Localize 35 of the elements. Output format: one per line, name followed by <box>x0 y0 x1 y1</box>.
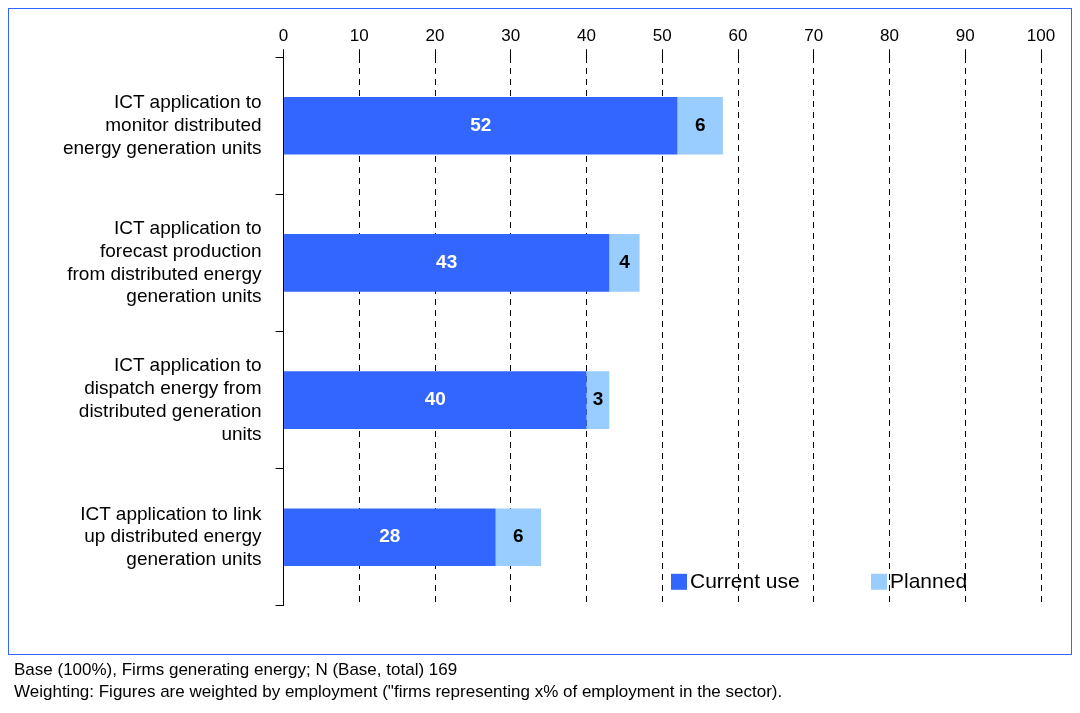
x-tick-label: 10 <box>349 25 369 45</box>
bar <box>609 234 640 292</box>
bar <box>284 96 678 155</box>
bar <box>284 508 496 567</box>
x-tick-label: 30 <box>501 25 521 45</box>
legend-label: Planned <box>890 568 968 592</box>
text: Base (100%), Firms generating energy; N (Base, total) 169 <box>14 659 459 681</box>
y-tick-label: ICT application to monitor distributed energy generation units <box>62 91 262 158</box>
legend-label: Current use <box>690 568 800 592</box>
x-tick-label: 80 <box>880 25 899 45</box>
text: Weighting: Figures are weighted by employment ("firms representing x% of employment in the sector). <box>14 681 784 703</box>
x-tick-label: 90 <box>955 25 975 45</box>
data-label: 6 <box>513 525 524 547</box>
x-tick-label: 0 <box>278 25 289 45</box>
bar <box>586 371 610 429</box>
data-label: 3 <box>592 388 604 410</box>
data-label: 52 <box>470 114 492 136</box>
x-tick-label: 50 <box>652 25 672 45</box>
x-tick-label: 60 <box>728 25 748 45</box>
bar <box>495 508 542 567</box>
x-tick-label: 70 <box>804 25 824 45</box>
y-tick-label: ICT application to link up distributed energy generation units <box>80 502 263 570</box>
y-tick-label: ICT application to dispatch energy from distributed generation units <box>78 354 262 444</box>
bar <box>284 371 587 429</box>
data-label: 6 <box>694 114 706 136</box>
bar <box>677 96 723 155</box>
bar <box>284 234 610 292</box>
y-tick-label: ICT application to forecast production from distributed energy generation units <box>67 216 263 307</box>
data-label: 4 <box>619 251 631 273</box>
x-tick-label: 40 <box>577 25 597 45</box>
x-tick-label: 20 <box>425 25 445 45</box>
data-label: 28 <box>379 525 401 547</box>
data-label: 40 <box>424 388 446 410</box>
data-label: 43 <box>436 251 458 273</box>
x-tick-label: 100 <box>1026 25 1056 45</box>
